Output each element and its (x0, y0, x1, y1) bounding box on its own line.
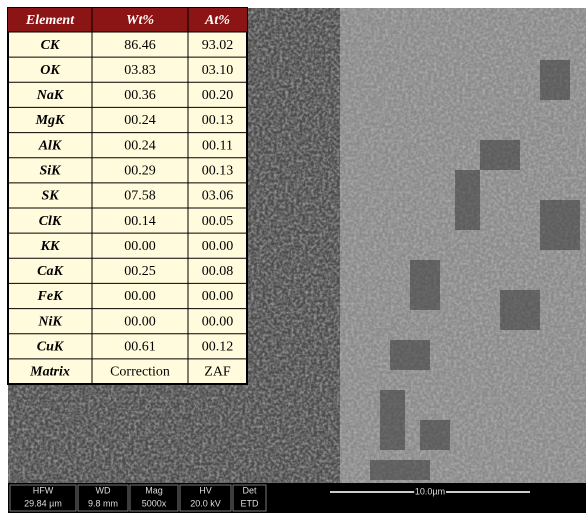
value-cell: 00.36 (124, 88, 156, 103)
element-cell: NiK (37, 314, 63, 329)
value-cell: 07.58 (124, 189, 156, 204)
element-cell: CK (41, 38, 61, 53)
element-cell: CuK (37, 340, 65, 355)
sem-figure: Element Wt% At% CK 86.46 93.02 OK 03.83 03.10 NaK… (0, 0, 586, 516)
element-cell: NaK (36, 88, 65, 103)
value-cell: 03.06 (202, 189, 234, 204)
value-cell: 00.25 (124, 264, 156, 279)
info-label: Mag (145, 485, 163, 495)
value-cell: 00.11 (202, 138, 233, 153)
eds-table: Element Wt% At% CK 86.46 93.02 OK 03.83 03.10 NaK… (8, 8, 247, 384)
info-label: HV (199, 485, 212, 495)
value-cell: 00.00 (124, 314, 156, 329)
value-cell: 00.61 (124, 340, 156, 355)
info-value: 29.84 µm (24, 498, 62, 508)
value-cell: 00.00 (202, 239, 234, 254)
value-cell: 86.46 (124, 38, 156, 53)
element-cell: SiK (39, 164, 62, 179)
header-cell: Wt% (126, 13, 154, 28)
element-cell: OK (40, 63, 61, 78)
info-bar: HFW 29.84 µm WD 9.8 mm Mag 5000x HV 20.0 kV Det E… (8, 483, 586, 513)
info-value: 5000x (142, 498, 167, 508)
value-cell: 00.14 (124, 214, 156, 229)
scale-label: 10.0µm (415, 486, 445, 496)
info-label: Det (242, 485, 257, 495)
element-cell: MgK (35, 113, 66, 128)
element-cell: SK (41, 189, 60, 204)
value-cell: 00.24 (124, 113, 156, 128)
element-cell: CaK (37, 264, 64, 279)
info-value: 20.0 kV (190, 498, 221, 508)
value-cell: 00.00 (124, 289, 156, 304)
info-label: WD (96, 485, 111, 495)
value-cell: 00.12 (202, 340, 234, 355)
element-cell: Matrix (29, 365, 70, 380)
header-cell: At% (204, 13, 230, 28)
element-cell: FeK (37, 289, 65, 304)
info-value: 9.8 mm (88, 498, 118, 508)
value-cell: 03.10 (202, 63, 234, 78)
value-cell: 00.24 (124, 138, 156, 153)
value-cell: ZAF (204, 365, 231, 380)
value-cell: 00.13 (202, 113, 234, 128)
element-cell: AlK (38, 138, 63, 153)
element-cell: KK (40, 239, 61, 254)
value-cell: 00.13 (202, 164, 234, 179)
header-cell: Element (25, 13, 75, 28)
value-cell: 00.00 (202, 289, 234, 304)
value-cell: 93.02 (202, 38, 234, 53)
value-cell: 00.20 (202, 88, 234, 103)
value-cell: 00.00 (202, 314, 234, 329)
value-cell: 00.08 (202, 264, 234, 279)
value-cell: 00.05 (202, 214, 234, 229)
value-cell: 03.83 (124, 63, 156, 78)
value-cell: 00.00 (124, 239, 156, 254)
value-cell: Correction (110, 365, 170, 380)
info-value: ETD (241, 498, 260, 508)
element-cell: ClK (39, 214, 63, 229)
info-label: HFW (33, 485, 54, 495)
value-cell: 00.29 (124, 164, 156, 179)
